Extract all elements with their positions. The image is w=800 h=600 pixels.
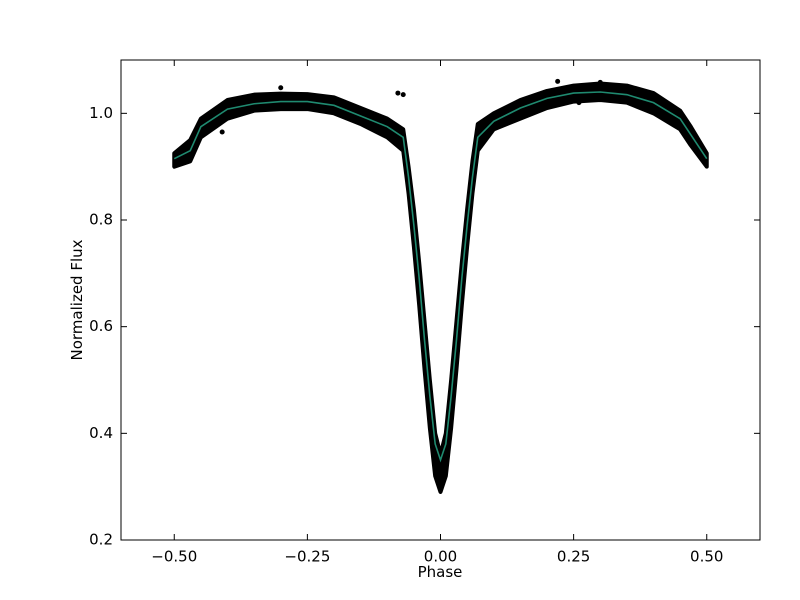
outlier-point	[597, 79, 603, 85]
outlier-point	[555, 78, 561, 84]
y-tick-label: 0.2	[89, 531, 113, 549]
x-tick-label: 0.25	[557, 548, 590, 566]
outlier-point	[395, 90, 401, 96]
x-tick-label: −0.50	[151, 548, 197, 566]
x-tick-label: 0.50	[690, 548, 723, 566]
model-line	[173, 91, 708, 463]
y-tick-label: 0.6	[89, 317, 113, 335]
x-tick-label: 0.00	[424, 548, 457, 566]
y-tick-label: 0.8	[89, 211, 113, 229]
y-tick-label: 1.0	[89, 104, 113, 122]
outlier-point	[576, 100, 582, 106]
y-axis-label: Normalized Flux	[68, 239, 86, 360]
y-tick-label: 0.4	[89, 424, 113, 442]
outlier-point	[219, 129, 225, 135]
x-tick-label: −0.25	[284, 548, 330, 566]
data-band	[172, 81, 709, 494]
outlier-point	[278, 85, 284, 91]
x-axis-label: Phase	[418, 563, 463, 581]
outlier-point	[400, 92, 406, 98]
